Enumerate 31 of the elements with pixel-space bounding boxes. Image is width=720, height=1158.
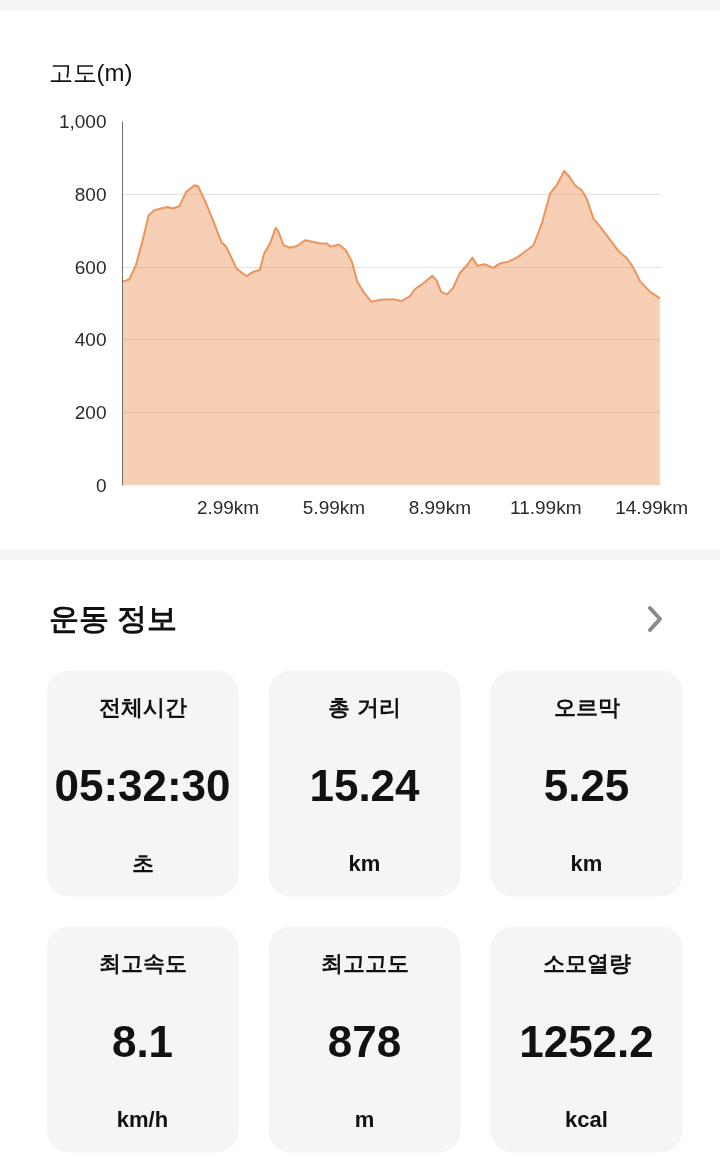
y-tick-label: 800 — [74, 183, 107, 205]
text: 15.24 — [309, 761, 421, 810]
text: km — [348, 851, 381, 876]
chart-title: 고도(m) — [48, 58, 133, 86]
x-tick-label: 2.99km — [196, 496, 260, 518]
text: 소모열량 — [542, 951, 631, 976]
text: kcal — [565, 1107, 608, 1132]
x-tick-label: 14.99km — [615, 496, 689, 518]
text: 최고고도 — [320, 951, 409, 976]
text: 05:32:30 — [54, 761, 231, 810]
text: km — [570, 851, 603, 876]
text: 오르막 — [553, 695, 620, 720]
x-tick-label: 11.99km — [510, 496, 582, 518]
text: 1252.2 — [519, 1017, 654, 1066]
text: 운동 정보 — [48, 602, 177, 635]
text: 초 — [131, 851, 154, 876]
text: 5.25 — [543, 761, 630, 810]
y-tick-label: 200 — [74, 402, 107, 424]
y-tick-label: 0 — [95, 475, 107, 496]
x-tick-label: 8.99km — [408, 496, 472, 518]
text: 총 거리 — [328, 695, 401, 720]
text: km/h — [116, 1107, 169, 1132]
x-tick-label: 5.99km — [302, 496, 366, 518]
text: 최고속도 — [98, 951, 187, 976]
text: m — [354, 1107, 375, 1132]
text: 8.1 — [111, 1017, 174, 1066]
y-tick-label: 600 — [74, 256, 107, 278]
y-tick-label: 1,000 — [58, 111, 107, 132]
text: 878 — [327, 1017, 402, 1066]
y-tick-label: 400 — [74, 329, 107, 351]
text: 전체시간 — [98, 695, 187, 720]
